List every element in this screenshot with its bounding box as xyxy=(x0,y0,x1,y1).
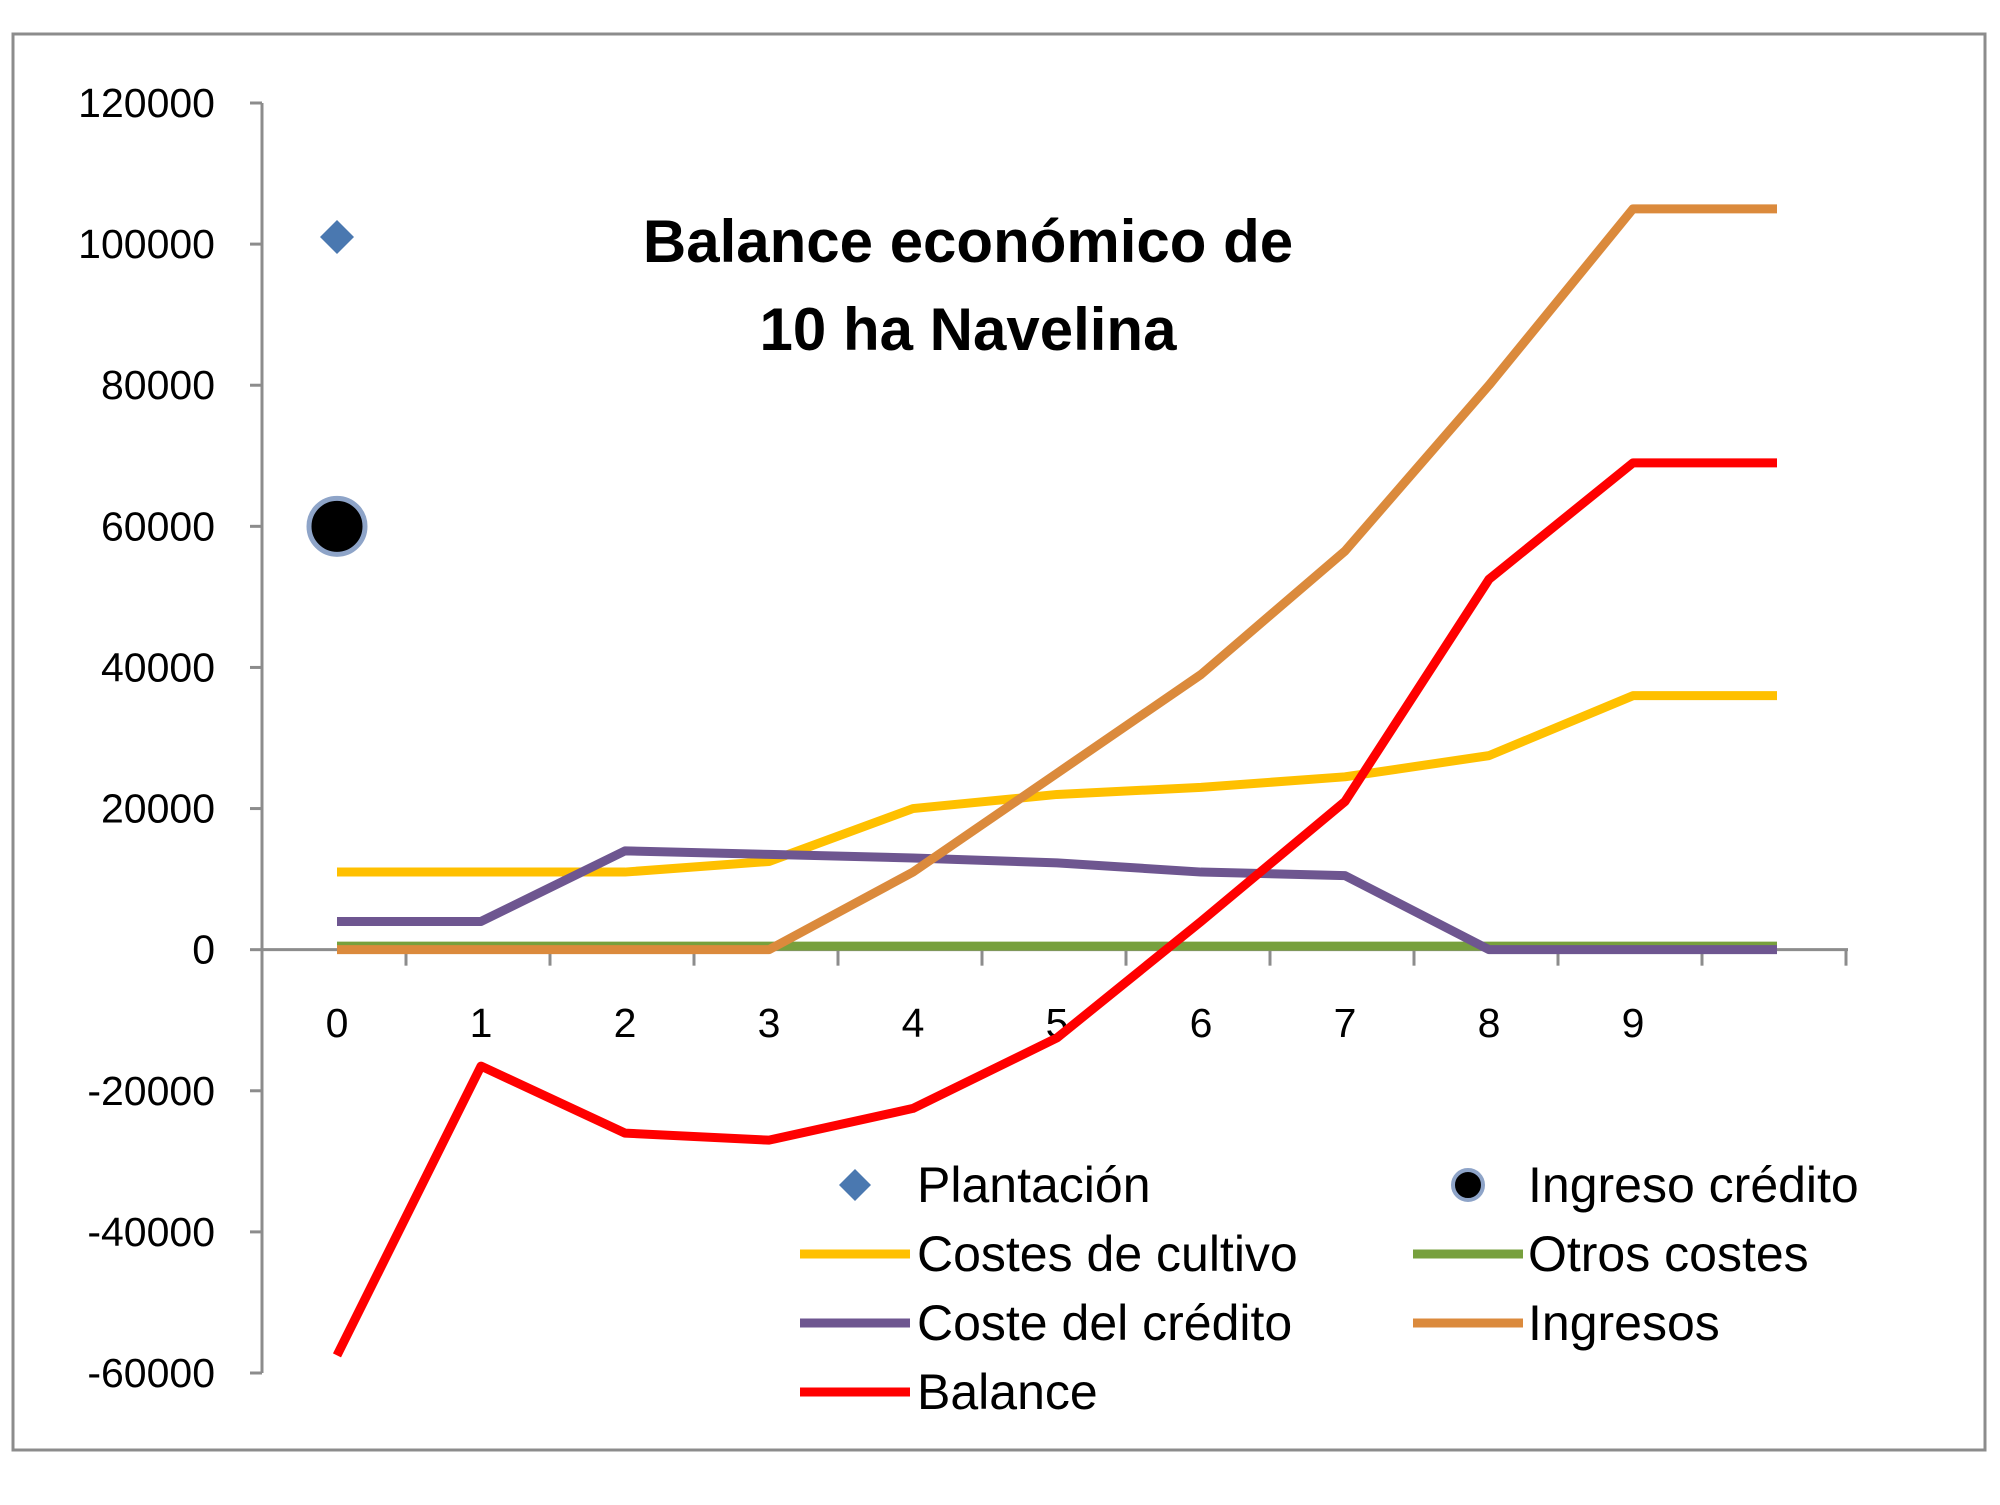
y-tick-label: -60000 xyxy=(87,1350,215,1396)
legend-swatch-plantacion xyxy=(839,1169,871,1201)
y-tick-label: -20000 xyxy=(87,1068,215,1114)
title-line-2: 10 ha Navelina xyxy=(760,296,1178,363)
legend-swatch-ingreso-credito xyxy=(1451,1168,1485,1202)
x-tick-label: 3 xyxy=(758,1000,781,1046)
series-layer xyxy=(306,204,1777,1358)
y-tick-label: 100000 xyxy=(78,221,215,267)
series-line-ingresos xyxy=(337,204,1777,955)
x-tick-label: 7 xyxy=(1334,1000,1357,1046)
chart-frame xyxy=(11,32,1987,1452)
series-line-balance xyxy=(332,458,1777,1358)
legend-label-plantacion: Plantación xyxy=(917,1157,1151,1213)
x-tick-label: 6 xyxy=(1190,1000,1213,1046)
legend-label-otros-costes: Otros costes xyxy=(1528,1226,1809,1282)
legend: Plantación Ingreso crédito Costes de culti… xyxy=(800,1157,1859,1420)
x-tick-label: 1 xyxy=(470,1000,493,1046)
title-line-1: Balance económico de xyxy=(643,208,1293,275)
y-tick-label: 20000 xyxy=(101,786,215,832)
y-tick-label: 0 xyxy=(192,927,215,973)
x-tick-label: 4 xyxy=(902,1000,925,1046)
y-tick-label: 120000 xyxy=(78,80,215,126)
chart-title: Balance económico de 10 ha Navelina xyxy=(643,208,1293,363)
series-line-coste-del-credito xyxy=(337,846,1777,955)
legend-label-ingreso-credito: Ingreso crédito xyxy=(1528,1157,1859,1213)
y-tick-label: 40000 xyxy=(101,644,215,690)
legend-label-coste-del-credito: Coste del crédito xyxy=(917,1295,1292,1351)
legend-label-ingresos: Ingresos xyxy=(1528,1295,1720,1351)
y-tick-label: -40000 xyxy=(87,1209,215,1255)
x-tick-label: 9 xyxy=(1622,1000,1645,1046)
y-tick-label: 80000 xyxy=(101,362,215,408)
legend-label-balance: Balance xyxy=(917,1364,1098,1420)
point-plantacion xyxy=(320,220,354,255)
y-tick-label: 60000 xyxy=(101,503,215,549)
x-tick-label: 8 xyxy=(1478,1000,1501,1046)
point-ingreso-credito xyxy=(306,495,368,557)
x-tick-label: 0 xyxy=(326,1000,349,1046)
legend-label-costes-de-cultivo: Costes de cultivo xyxy=(917,1226,1298,1282)
x-tick-label: 2 xyxy=(614,1000,637,1046)
